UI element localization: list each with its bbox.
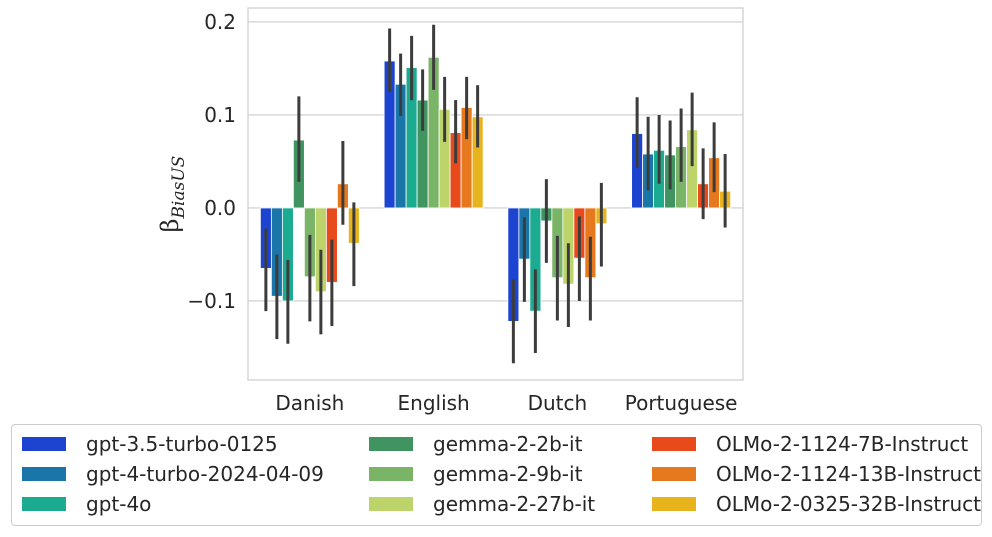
legend-label: gemma-2-2b-it [433,432,583,456]
x-tick-label: English [398,391,470,415]
y-tick-label: 0.1 [204,103,236,127]
x-tick-label: Portuguese [625,391,738,415]
legend-swatch [22,437,66,451]
legend: gpt-3.5-turbo-0125 gpt-4-turbo-2024-04-09… [11,424,982,526]
legend-label: gemma-2-9b-it [433,462,583,486]
legend-swatch [22,467,66,481]
chart: −0.1 0.0 0.1 0.2 Danish English Dutch Portugue… [156,7,744,415]
y-axis-label-subscript: BiasUS [169,156,189,220]
legend-label: OLMo-2-1124-13B-Instruct [716,462,981,486]
legend-item: gemma-2-2b-it [369,429,582,459]
legend-swatch [369,497,413,511]
legend-swatch [369,437,413,451]
legend-item: gemma-2-9b-it [369,459,582,489]
y-axis-label-symbol: β [156,218,184,232]
legend-item: OLMo-2-1124-13B-Instruct [652,459,981,489]
legend-swatch [369,467,413,481]
legend-label: gpt-3.5-turbo-0125 [86,432,278,456]
legend-label: gpt-4-turbo-2024-04-09 [86,462,324,486]
legend-item: gpt-3.5-turbo-0125 [22,429,278,459]
plot-frame [247,7,744,381]
legend-label: gpt-4o [86,492,152,516]
legend-item: OLMo-2-1124-7B-Instruct [652,429,968,459]
legend-label: OLMo-2-0325-32B-Instruct [716,492,981,516]
y-tick-labels: −0.1 0.0 0.1 0.2 [187,10,236,313]
y-tick-label: −0.1 [187,289,236,313]
legend-item: gpt-4-turbo-2024-04-09 [22,459,324,489]
legend-item: OLMo-2-0325-32B-Instruct [652,489,981,519]
error-bars [264,24,727,364]
legend-label: gemma-2-27b-it [433,492,596,516]
x-tick-label: Danish [275,391,344,415]
legend-item: gpt-4o [22,489,151,519]
legend-swatch [652,497,696,511]
legend-swatch [652,437,696,451]
legend-item: gemma-2-27b-it [369,489,595,519]
x-tick-labels: Danish English Dutch Portuguese [275,391,737,415]
y-axis-label: βBiasUS [156,156,189,233]
y-tick-label: 0.2 [204,10,236,34]
legend-swatch [652,467,696,481]
legend-swatch [22,497,66,511]
y-tick-label: 0.0 [204,196,236,220]
x-tick-label: Dutch [528,391,588,415]
legend-label: OLMo-2-1124-7B-Instruct [716,432,969,456]
